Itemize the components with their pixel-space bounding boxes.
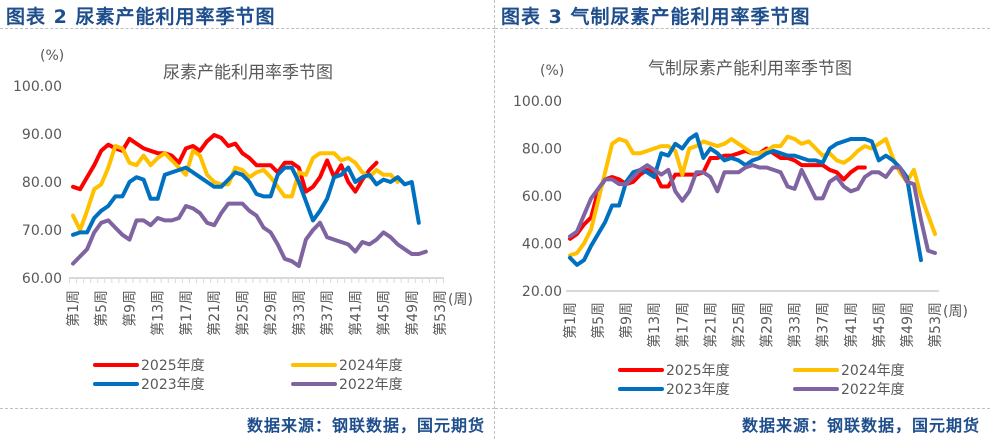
chart-title: 气制尿素产能利用率季节图	[648, 59, 852, 79]
x-tick-label: 第29周	[263, 290, 280, 336]
x-tick-label: 第1周	[65, 290, 82, 327]
figure-3-panel: 图表 3 气制尿素产能利用率季节图 气制尿素产能利用率季节图 (%) 20.00 40…	[495, 0, 990, 439]
series-line-2024	[568, 134, 937, 258]
x-tick-label: 第37周	[319, 290, 336, 336]
top-divider	[0, 28, 495, 29]
y-tick-label: 100.00	[513, 94, 562, 110]
y-axis-unit: (%)	[40, 48, 64, 64]
x-tick-label: 第29周	[759, 302, 776, 348]
bottom-divider	[0, 408, 495, 409]
series-line-2022	[71, 201, 428, 268]
y-tick-label: 60.00	[522, 189, 562, 205]
legend-label: 2025年度	[141, 358, 205, 374]
series-line-2022	[568, 163, 937, 255]
x-tick-label: 第9周	[618, 302, 635, 339]
x-tick-label: 第37周	[815, 302, 832, 348]
y-tick-label: 40.00	[522, 237, 562, 253]
x-tick-label: 第5周	[93, 290, 110, 327]
x-tick-label: 第17周	[674, 302, 691, 348]
x-tick-label: 第1周	[562, 302, 579, 339]
x-tick-label: 第13周	[646, 302, 663, 348]
y-tick-label: 20.00	[522, 284, 562, 300]
series-line-2024	[71, 144, 400, 232]
x-tick-label: 第41周	[347, 290, 364, 336]
x-tick-label: 第25周	[234, 290, 251, 336]
y-tick-label: 100.00	[13, 79, 62, 95]
x-axis-unit: (周)	[943, 304, 968, 320]
x-tick-label: 第21周	[206, 290, 223, 336]
gas-based-capacity-utilization-chart: 气制尿素产能利用率季节图 (%) 20.00 40.00 60.00 80.00 100.0…	[513, 59, 968, 398]
legend-label: 2024年度	[841, 363, 905, 379]
x-tick-label: 第41周	[843, 302, 860, 348]
figure-2-panel: 图表 2 尿素产能利用率季节图 尿素产能利用率季节图 (%) 60.00 70.00 8…	[0, 6, 495, 435]
x-tick-label: 第25周	[730, 302, 747, 348]
x-tick-label: 第21周	[702, 302, 719, 348]
x-tick-label: 第53周	[927, 302, 944, 348]
chart-title: 尿素产能利用率季节图	[163, 63, 333, 83]
data-source: 数据来源：钢联数据，国元期货	[741, 416, 980, 435]
x-tick-label: 第13周	[150, 290, 167, 336]
y-tick-label: 70.00	[22, 223, 62, 239]
x-tick-label: 第5周	[590, 302, 607, 339]
top-divider	[495, 28, 990, 29]
x-tick-label: 第45周	[376, 290, 393, 336]
x-tick-label: 第49周	[404, 290, 421, 336]
series-line-2023	[568, 132, 923, 267]
legend-label: 2022年度	[841, 382, 905, 398]
y-tick-label: 90.00	[22, 127, 62, 143]
x-tick-label: 第9周	[121, 290, 138, 327]
capacity-utilization-chart: 尿素产能利用率季节图 (%) 60.00 70.00 80.00 90.00 100.00 第…	[13, 48, 473, 393]
x-axis-unit: (周)	[448, 292, 473, 308]
y-tick-label: 60.00	[22, 271, 62, 287]
x-tick-label: 第49周	[899, 302, 916, 348]
x-tick-label: 第53周	[432, 290, 449, 336]
series-line-2025	[568, 146, 867, 241]
y-tick-label: 80.00	[522, 142, 562, 158]
legend-label: 2025年度	[666, 363, 730, 379]
figure-title: 图表 2 尿素产能利用率季节图	[6, 6, 276, 28]
x-tick-label: 第45周	[871, 302, 888, 348]
y-tick-label: 80.00	[22, 175, 62, 191]
x-tick-label: 第33周	[787, 302, 804, 348]
legend-label: 2022年度	[339, 377, 403, 393]
legend-label: 2024年度	[339, 358, 403, 374]
data-source: 数据来源：钢联数据，国元期货	[246, 416, 485, 435]
x-tick-label: 第17周	[178, 290, 195, 336]
series-line-2023	[71, 165, 421, 237]
legend-label: 2023年度	[666, 382, 730, 398]
y-axis-unit: (%)	[540, 63, 564, 79]
bottom-divider	[495, 408, 990, 409]
figure-title: 图表 3 气制尿素产能利用率季节图	[501, 6, 811, 28]
panel-separator	[494, 0, 495, 439]
x-tick-label: 第33周	[291, 290, 308, 336]
legend-label: 2023年度	[141, 377, 205, 393]
